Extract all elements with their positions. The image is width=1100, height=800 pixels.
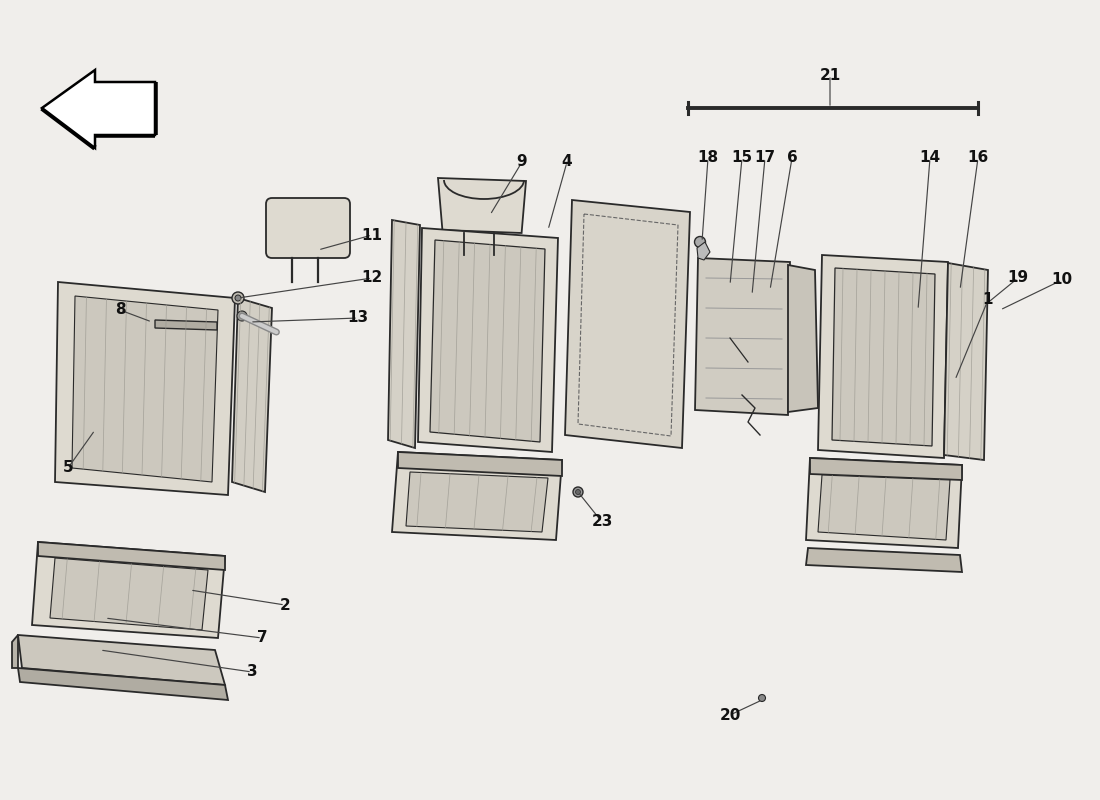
Text: 5: 5 xyxy=(63,461,74,475)
Text: 2: 2 xyxy=(279,598,290,613)
Polygon shape xyxy=(430,240,544,442)
Text: 15: 15 xyxy=(732,150,752,166)
Circle shape xyxy=(232,292,244,304)
Polygon shape xyxy=(944,263,988,460)
Polygon shape xyxy=(695,258,790,415)
Polygon shape xyxy=(438,178,526,233)
Polygon shape xyxy=(406,472,548,532)
Polygon shape xyxy=(818,475,950,540)
Text: 13: 13 xyxy=(348,310,369,326)
Polygon shape xyxy=(32,542,226,638)
Polygon shape xyxy=(18,635,226,685)
Polygon shape xyxy=(392,452,562,540)
Polygon shape xyxy=(806,548,962,572)
Text: 1: 1 xyxy=(982,293,993,307)
Text: 7: 7 xyxy=(256,630,267,646)
Text: 14: 14 xyxy=(920,150,940,166)
Polygon shape xyxy=(42,70,155,148)
Text: 11: 11 xyxy=(362,227,383,242)
Text: 18: 18 xyxy=(697,150,718,166)
Polygon shape xyxy=(818,255,948,458)
Text: 8: 8 xyxy=(114,302,125,318)
Text: 17: 17 xyxy=(755,150,775,166)
Polygon shape xyxy=(50,558,208,630)
Polygon shape xyxy=(12,635,18,668)
Polygon shape xyxy=(418,228,558,452)
Polygon shape xyxy=(697,242,710,260)
Text: 12: 12 xyxy=(362,270,383,286)
Text: 6: 6 xyxy=(786,150,798,166)
Polygon shape xyxy=(565,200,690,448)
Text: 21: 21 xyxy=(820,67,840,82)
Polygon shape xyxy=(39,542,225,570)
Polygon shape xyxy=(788,265,818,412)
Text: 10: 10 xyxy=(1052,273,1072,287)
Text: 9: 9 xyxy=(517,154,527,170)
FancyBboxPatch shape xyxy=(266,198,350,258)
Circle shape xyxy=(236,311,248,321)
Polygon shape xyxy=(72,296,218,482)
Polygon shape xyxy=(832,268,935,446)
Text: 4: 4 xyxy=(562,154,572,170)
Polygon shape xyxy=(398,452,562,476)
Polygon shape xyxy=(55,282,235,495)
Text: 3: 3 xyxy=(246,665,257,679)
Text: 16: 16 xyxy=(967,150,989,166)
Text: 19: 19 xyxy=(1008,270,1028,286)
Polygon shape xyxy=(18,668,228,700)
Polygon shape xyxy=(810,458,962,480)
Polygon shape xyxy=(232,298,272,492)
Circle shape xyxy=(573,487,583,497)
Text: 20: 20 xyxy=(719,707,740,722)
Polygon shape xyxy=(155,320,217,330)
Circle shape xyxy=(235,295,241,301)
Circle shape xyxy=(694,237,705,247)
Polygon shape xyxy=(388,220,420,448)
Text: 23: 23 xyxy=(592,514,613,530)
Polygon shape xyxy=(806,458,962,548)
Circle shape xyxy=(759,694,766,702)
Circle shape xyxy=(575,490,581,494)
